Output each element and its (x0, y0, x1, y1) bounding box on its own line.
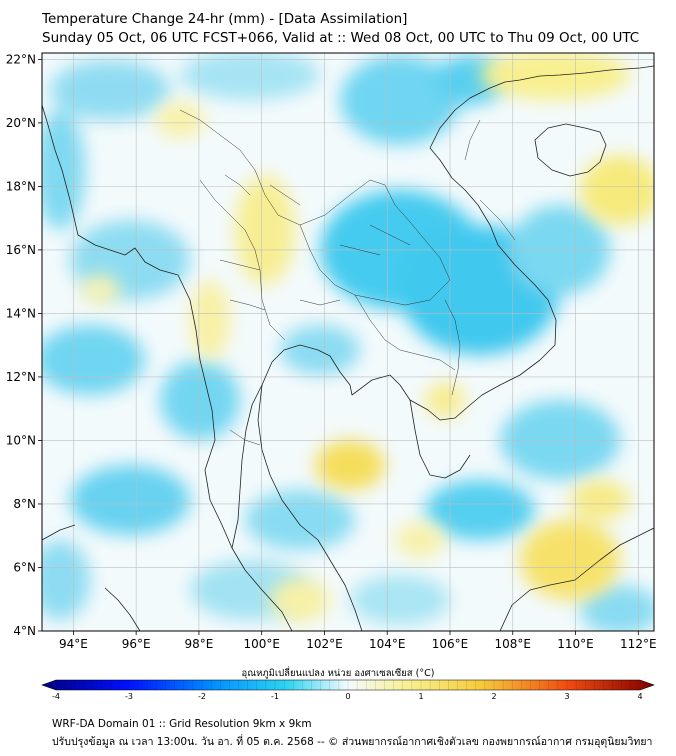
lat-tick-label: 18°N (6, 179, 36, 193)
colorbar (41, 679, 655, 691)
longitude-axis: 94°E 96°E 98°E 100°E 102°E 104°E 106°E 108°E 110… (59, 631, 657, 651)
colorbar-tick-label: 1 (418, 692, 424, 701)
lat-tick-label: 4°N (13, 624, 36, 638)
colorbar-label: อุณหภูมิเปลี่ยนแปลง หน่วย องศาเซลเซียส (… (241, 668, 435, 679)
colorbar-tick-label: 4 (637, 692, 643, 701)
map-frame (41, 52, 655, 632)
lat-tick-label: 6°N (13, 560, 36, 574)
colorbar-tick-label: 0 (345, 692, 351, 701)
map-title: Temperature Change 24-hr (mm) - [Data As… (42, 11, 408, 27)
lon-tick-label: 106°E (432, 637, 469, 651)
colorbar-tick-label: -2 (198, 692, 206, 701)
lon-tick-label: 96°E (122, 637, 151, 651)
lon-tick-label: 110°E (557, 637, 594, 651)
colorbar-tick-label: -1 (271, 692, 279, 701)
lat-tick-label: 8°N (13, 497, 36, 511)
coastlines (42, 65, 654, 631)
lat-tick-label: 22°N (6, 52, 36, 66)
lon-tick-label: 98°E (184, 637, 213, 651)
colorbar-tick-label: 2 (491, 692, 497, 701)
colorbar-ticks (64, 680, 632, 690)
lat-tick-label: 16°N (6, 243, 36, 257)
map-plot-area (42, 53, 654, 631)
lon-tick-label: 94°E (59, 637, 88, 651)
footer-model-info: WRF-DA Domain 01 :: Grid Resolution 9km … (52, 718, 312, 730)
lon-tick-label: 108°E (495, 637, 532, 651)
lon-tick-label: 112°E (620, 637, 657, 651)
colorbar-tick-label: -4 (52, 692, 60, 701)
map-gridlines (42, 53, 654, 631)
colorbar-tick-label: -3 (125, 692, 133, 701)
colorbar-tick-label: 3 (564, 692, 570, 701)
footer-credit: ปรับปรุงข้อมูล ณ เวลา 13:00น. วัน อา. ที… (52, 736, 653, 748)
lon-tick-label: 104°E (369, 637, 406, 651)
temperature-field-warm (80, 53, 654, 622)
lon-tick-label: 102°E (306, 637, 343, 651)
lat-tick-label: 14°N (6, 306, 36, 320)
lat-tick-label: 20°N (6, 116, 36, 130)
admin-borders (179, 109, 516, 446)
lat-tick-label: 10°N (6, 433, 36, 447)
lon-tick-label: 100°E (243, 637, 280, 651)
temperature-field (42, 53, 654, 631)
latitude-axis: 22°N 20°N 18°N 16°N 14°N 12°N 10°N 8°N 6°N 4°N (6, 52, 42, 638)
lat-tick-label: 12°N (6, 370, 36, 384)
map-subtitle: Sunday 05 Oct, 06 UTC FCST+066, Valid at… (42, 30, 640, 46)
